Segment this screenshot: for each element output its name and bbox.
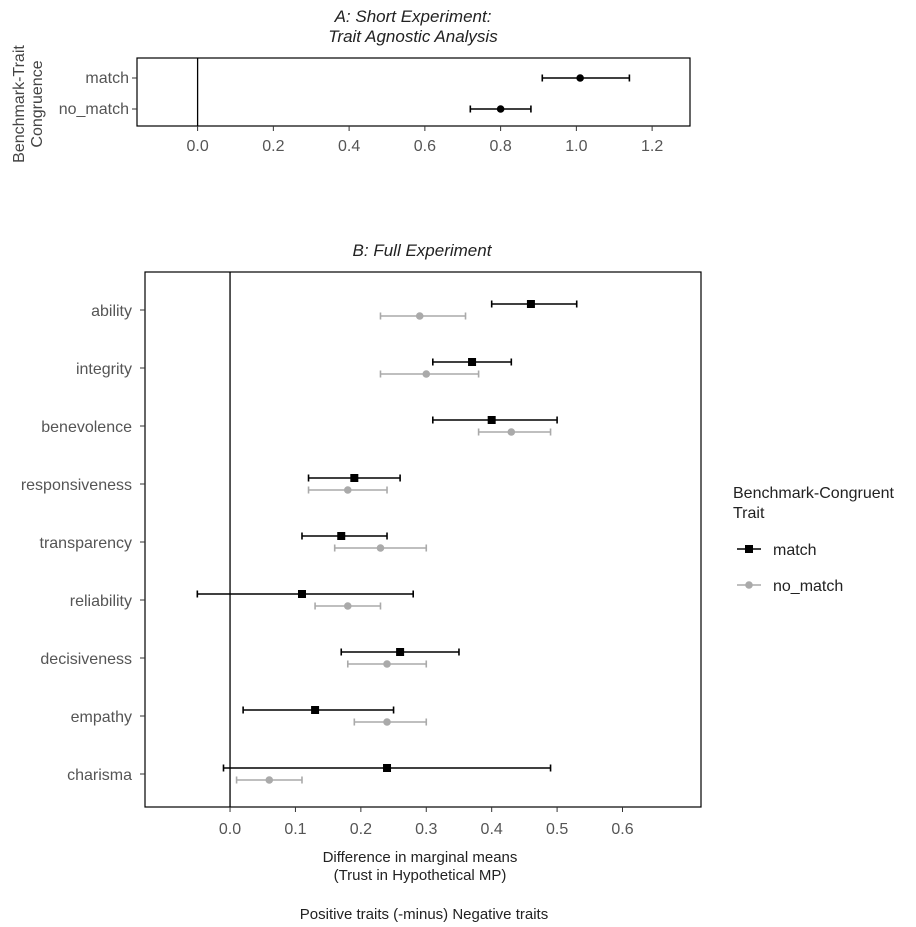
legend: Benchmark-Congruent Trait match no_match xyxy=(733,485,895,595)
panel-a-short-experiment: A: Short Experiment: Trait Agnostic Anal… xyxy=(11,7,691,163)
panel-b-caption: Positive traits (-minus) Negative traits xyxy=(300,906,548,923)
series-match xyxy=(196,300,578,772)
panel-b-xtick-label: 0.0 xyxy=(219,821,241,838)
panel-a-ylabel-line-2: Congruence xyxy=(29,60,46,147)
panel-b-match-benevolence-point xyxy=(487,416,496,424)
panel-b-match-transparency-point xyxy=(337,532,346,540)
panel-a-xtick-label: 0.4 xyxy=(338,138,360,155)
panel-b-xtick-label: 0.3 xyxy=(415,821,437,838)
panel-b-ytick-label: integrity xyxy=(76,361,132,378)
panel-b-plot-frame xyxy=(144,271,702,808)
panel-a-xtick-label: 0.0 xyxy=(186,138,208,155)
legend-title-line-2: Trait xyxy=(733,505,765,522)
panel-b-xtick-label: 0.4 xyxy=(481,821,503,838)
panel-b-match-responsiveness-point xyxy=(350,474,359,482)
legend-no_match-label: no_match xyxy=(773,578,843,595)
panel-b-match-integrity-point xyxy=(468,358,477,366)
panel-b-match-empathy-point xyxy=(311,706,320,714)
panel-a-title-line-2: Trait Agnostic Analysis xyxy=(328,27,498,46)
panel-a-ytick-label: no_match xyxy=(59,101,129,118)
panel-b-match-reliability-point xyxy=(297,590,306,598)
panel-b-no_match-transparency-point xyxy=(376,544,385,552)
panel-a-xtick-label: 0.8 xyxy=(489,138,511,155)
panel-a-xtick-label: 1.0 xyxy=(565,138,587,155)
panel-b-xtick-label: 0.6 xyxy=(611,821,633,838)
panel-a-ylabel-line-1: Benchmark-Trait xyxy=(11,45,28,163)
legend-title-line-1: Benchmark-Congruent xyxy=(733,485,895,502)
panel-b-no_match-decisiveness-point xyxy=(383,660,391,668)
series-no_match xyxy=(235,312,552,784)
panel-a-xtick-label: 0.2 xyxy=(262,138,284,155)
panel-b-ytick-label: empathy xyxy=(71,709,132,726)
panel-a-ytick-label: match xyxy=(85,70,129,87)
panel-b-ytick-label: responsiveness xyxy=(21,477,132,494)
panel-b-xlabel-line-2: (Trust in Hypothetical MP) xyxy=(334,867,507,884)
panel-b-match-decisiveness-point xyxy=(396,648,405,656)
legend-match-marker xyxy=(745,545,753,553)
panel-b-ytick-label: reliability xyxy=(70,593,132,610)
legend-no_match-marker xyxy=(745,581,753,589)
panel-b-match-ability-point xyxy=(526,300,535,308)
panel-b-no_match-empathy-point xyxy=(383,718,391,726)
panel-b-title: B: Full Experiment xyxy=(353,241,493,260)
panel-b-xtick-label: 0.2 xyxy=(350,821,372,838)
panel-b-no_match-ability-point xyxy=(415,312,424,320)
panel-b-no_match-reliability-point xyxy=(343,602,352,610)
panel-a-title-line-1: A: Short Experiment: xyxy=(334,7,492,26)
panel-b-no_match-charisma-point xyxy=(265,776,274,784)
legend-match-label: match xyxy=(773,542,817,559)
panel-b-ytick-label: ability xyxy=(91,303,132,320)
panel-b-xtick-label: 0.5 xyxy=(546,821,568,838)
panel-a-no_match-point xyxy=(496,105,505,113)
panel-b-xtick-label: 0.1 xyxy=(284,821,306,838)
panel-b-no_match-integrity-point xyxy=(422,370,431,378)
panel-b-no_match-benevolence-point xyxy=(507,428,516,436)
panel-b-ytick-label: charisma xyxy=(67,767,132,784)
panel-a-xtick-label: 1.2 xyxy=(641,138,663,155)
panel-a-xtick-label: 0.6 xyxy=(414,138,436,155)
panel-b-no_match-responsiveness-point xyxy=(343,486,352,494)
panel-b-match-charisma-point xyxy=(383,764,392,772)
panel-b-xlabel-line-1: Difference in marginal means xyxy=(323,849,518,866)
panel-a-plot-frame xyxy=(136,57,691,127)
panel-b-ytick-label: benevolence xyxy=(41,419,132,436)
panel-b-full-experiment: B: Full Experiment 0.0 0.1 0.2 0.3 0.4 0.5 0.6… xyxy=(21,241,702,923)
panel-a-match-point xyxy=(576,74,584,82)
panel-b-ytick-label: decisiveness xyxy=(40,651,132,668)
panel-b-ytick-label: transparency xyxy=(40,535,133,552)
